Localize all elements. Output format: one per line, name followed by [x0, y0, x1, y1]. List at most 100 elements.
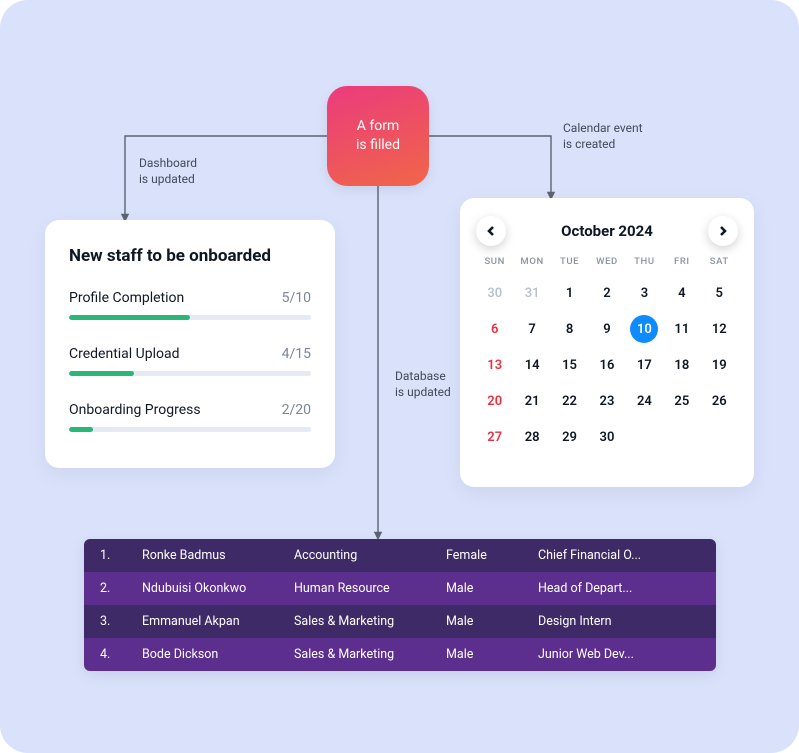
- calendar-day-other[interactable]: 31: [513, 279, 550, 307]
- calendar-day[interactable]: 18: [663, 351, 700, 379]
- calendar-dow: MON: [513, 256, 550, 271]
- cell-name: Ronke Badmus: [142, 548, 282, 563]
- calendar-day[interactable]: 5: [701, 279, 738, 307]
- dashboard-title: New staff to be onboarded: [69, 246, 311, 266]
- calendar-dow: FRI: [663, 256, 700, 271]
- cell-role: Design Intern: [538, 614, 688, 629]
- calendar-header: October 2024: [476, 216, 738, 246]
- dashboard-metric: Onboarding Progress2/20: [69, 402, 311, 432]
- progress-track: [69, 427, 311, 432]
- dashboard-metric: Profile Completion 5/10: [69, 290, 311, 320]
- cell-role: Head of Depart...: [538, 581, 688, 596]
- calendar-day[interactable]: 15: [551, 351, 588, 379]
- progress-track: [69, 371, 311, 376]
- form-node-line2: is filled: [356, 136, 400, 155]
- chevron-right-icon: [717, 225, 729, 237]
- flow-label-database: Database is updated: [395, 368, 451, 400]
- cell-dept: Accounting: [294, 548, 434, 563]
- progress-fill: [69, 371, 134, 376]
- calendar-next-button[interactable]: [708, 216, 738, 246]
- table-row[interactable]: 2.Ndubuisi OkonkwoHuman ResourceMaleHead…: [84, 572, 716, 605]
- calendar-dow: SUN: [476, 256, 513, 271]
- calendar-prev-button[interactable]: [476, 216, 506, 246]
- cell-gender: Male: [446, 581, 526, 596]
- cell-dept: Human Resource: [294, 581, 434, 596]
- metric-label: Profile Completion: [69, 290, 184, 306]
- calendar-day-selected[interactable]: 10: [626, 315, 663, 343]
- calendar-dow: THU: [626, 256, 663, 271]
- cell-name: Bode Dickson: [142, 647, 282, 662]
- table-row[interactable]: 3.Emmanuel AkpanSales & MarketingMaleDes…: [84, 605, 716, 638]
- calendar-day[interactable]: 26: [701, 387, 738, 415]
- flow-label-calendar-line2: is created: [563, 136, 643, 152]
- connector-to-calendar: [429, 136, 551, 196]
- calendar-day[interactable]: 28: [513, 423, 550, 451]
- cell-index: 4.: [100, 647, 130, 662]
- calendar-card: October 2024 SUNMONTUEWEDTHUFRISAT303112…: [460, 198, 754, 487]
- metric-label: Credential Upload: [69, 346, 180, 362]
- calendar-day[interactable]: 22: [551, 387, 588, 415]
- cell-gender: Female: [446, 548, 526, 563]
- flow-label-dashboard-line1: Dashboard: [139, 155, 197, 171]
- calendar-day[interactable]: 1: [551, 279, 588, 307]
- table-row[interactable]: 1.Ronke BadmusAccountingFemaleChief Fina…: [84, 539, 716, 572]
- calendar-day[interactable]: 2: [588, 279, 625, 307]
- flow-label-calendar-line1: Calendar event: [563, 120, 643, 136]
- chevron-left-icon: [485, 225, 497, 237]
- progress-track: [69, 315, 311, 320]
- dashboard-card: New staff to be onboarded Profile Comple…: [45, 220, 335, 468]
- cell-dept: Sales & Marketing: [294, 614, 434, 629]
- cell-age: 25: [700, 647, 716, 662]
- calendar-day[interactable]: 3: [626, 279, 663, 307]
- calendar-grid: SUNMONTUEWEDTHUFRISAT3031123456789101112…: [476, 256, 738, 451]
- form-node: A form is filled: [327, 86, 429, 186]
- flow-label-calendar: Calendar event is created: [563, 120, 643, 152]
- metric-count: 4/15: [282, 346, 311, 362]
- calendar-dow: TUE: [551, 256, 588, 271]
- calendar-day[interactable]: 8: [551, 315, 588, 343]
- database-table: 1.Ronke BadmusAccountingFemaleChief Fina…: [84, 539, 716, 671]
- metric-count: 5/10: [282, 290, 311, 306]
- calendar-day[interactable]: 6: [476, 315, 513, 343]
- calendar-day[interactable]: 30: [588, 423, 625, 451]
- calendar-day[interactable]: 17: [626, 351, 663, 379]
- calendar-day[interactable]: 19: [701, 351, 738, 379]
- calendar-day[interactable]: 11: [663, 315, 700, 343]
- progress-fill: [69, 427, 93, 432]
- calendar-day[interactable]: 7: [513, 315, 550, 343]
- calendar-day[interactable]: 24: [626, 387, 663, 415]
- cell-gender: Male: [446, 614, 526, 629]
- calendar-day[interactable]: 12: [701, 315, 738, 343]
- cell-index: 3.: [100, 614, 130, 629]
- calendar-day[interactable]: 27: [476, 423, 513, 451]
- dashboard-metric: Credential Upload 4/15: [69, 346, 311, 376]
- calendar-dow: SAT: [701, 256, 738, 271]
- calendar-day[interactable]: 29: [551, 423, 588, 451]
- table-row[interactable]: 4.Bode DicksonSales & MarketingMaleJunio…: [84, 638, 716, 671]
- calendar-day-other[interactable]: 30: [476, 279, 513, 307]
- metric-count: 2/20: [282, 402, 311, 418]
- flow-label-dashboard: Dashboard is updated: [139, 155, 197, 187]
- calendar-day[interactable]: 13: [476, 351, 513, 379]
- calendar-day[interactable]: 25: [663, 387, 700, 415]
- cell-dept: Sales & Marketing: [294, 647, 434, 662]
- flow-label-dashboard-line2: is updated: [139, 171, 197, 187]
- cell-index: 2.: [100, 581, 130, 596]
- calendar-title: October 2024: [561, 222, 653, 240]
- calendar-day[interactable]: 9: [588, 315, 625, 343]
- calendar-day[interactable]: 20: [476, 387, 513, 415]
- flow-label-database-line1: Database: [395, 368, 451, 384]
- calendar-dow: WED: [588, 256, 625, 271]
- calendar-day[interactable]: 23: [588, 387, 625, 415]
- progress-fill: [69, 315, 190, 320]
- calendar-day[interactable]: 4: [663, 279, 700, 307]
- form-node-line1: A form: [357, 117, 399, 136]
- calendar-day[interactable]: 21: [513, 387, 550, 415]
- calendar-day[interactable]: 16: [588, 351, 625, 379]
- calendar-day[interactable]: 14: [513, 351, 550, 379]
- cell-role: Chief Financial O...: [538, 548, 688, 563]
- cell-role: Junior Web Dev...: [538, 647, 688, 662]
- cell-age: 28: [700, 548, 716, 563]
- diagram-canvas: A form is filled Dashboard is updated Da…: [0, 0, 799, 753]
- cell-age: 22: [700, 614, 716, 629]
